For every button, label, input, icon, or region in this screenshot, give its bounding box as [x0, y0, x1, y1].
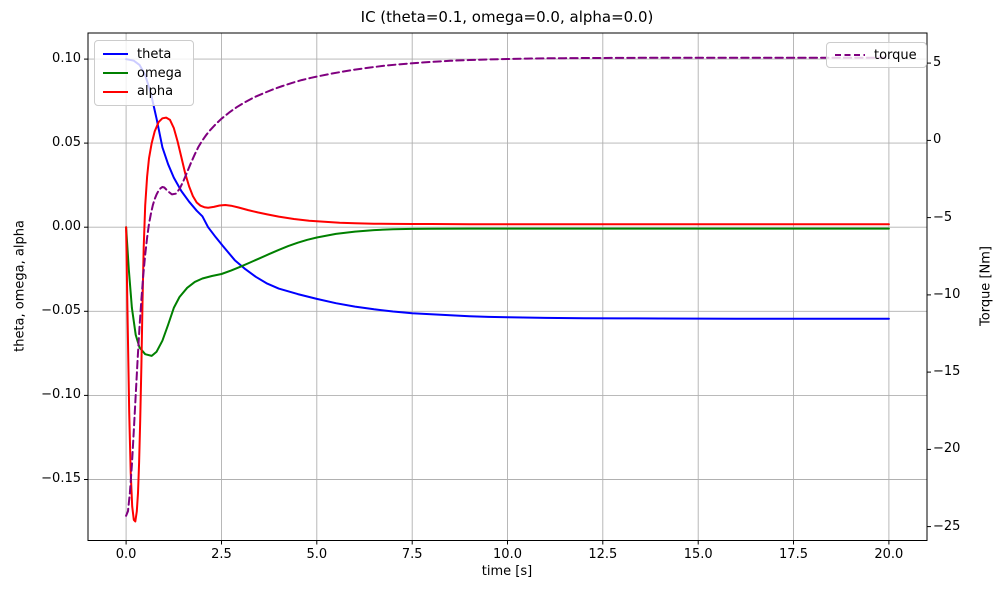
y-tick-label-right: 0: [933, 132, 942, 148]
chart-title: IC (theta=0.1, omega=0.0, alpha=0.0): [360, 8, 654, 26]
legend-sample-line-alpha: [103, 90, 128, 93]
y-tick-label-right: −15: [933, 364, 961, 380]
legend-label: alpha: [137, 84, 174, 100]
y-tick-label-left: 0.05: [52, 135, 81, 151]
y-tick-label-left: 0.10: [52, 51, 81, 67]
legend-label: theta: [137, 46, 172, 62]
y-tick-label-left: −0.05: [41, 303, 81, 319]
x-axis-label: time [s]: [481, 564, 533, 579]
legend-sample-line-omega: [103, 72, 128, 74]
x-tick-label: 20.0: [874, 547, 904, 562]
y-axis-label-left: theta, omega, alpha: [12, 220, 28, 352]
legend-item-torque: torque: [834, 44, 917, 66]
y-tick-label-left: −0.10: [41, 387, 81, 403]
y-tick-label-right: −25: [933, 518, 961, 534]
y-axis-label-right: Torque [Nm]: [978, 246, 994, 326]
x-tick-label: 17.5: [779, 547, 808, 562]
series-torque-line: [125, 56, 890, 517]
x-tick-label: 5.0: [306, 547, 328, 562]
legend-label: omega: [137, 65, 182, 81]
legend-item-theta: theta: [102, 45, 184, 64]
series-alpha-line: [125, 116, 890, 523]
x-tick-label: 0.0: [115, 547, 137, 562]
x-tick-label: 10.0: [493, 547, 522, 562]
x-tick-label: 2.5: [211, 547, 232, 562]
y-tick-label-right: 5: [933, 55, 942, 71]
legend-left: theta omega alpha: [94, 40, 194, 106]
legend-item-omega: omega: [102, 64, 184, 83]
series-theta-line: [125, 58, 890, 320]
y-tick-label-right: −20: [933, 441, 961, 457]
y-tick-label-right: −5: [933, 209, 953, 225]
x-tick-label: 15.0: [683, 547, 713, 562]
legend-sample-line-torque: [835, 54, 865, 56]
legend-label: torque: [874, 47, 917, 63]
legend-sample-line-theta: [103, 53, 128, 56]
legend-right: torque: [826, 42, 927, 68]
y-tick-label-left: −0.15: [41, 471, 81, 487]
legend-item-alpha: alpha: [102, 82, 184, 101]
x-tick-label: 12.5: [588, 547, 618, 562]
y-tick-label-left: 0.00: [52, 219, 81, 235]
x-tick-label: 7.5: [401, 547, 423, 562]
y-tick-label-right: −10: [933, 286, 961, 302]
series-omega-line: [125, 226, 890, 357]
